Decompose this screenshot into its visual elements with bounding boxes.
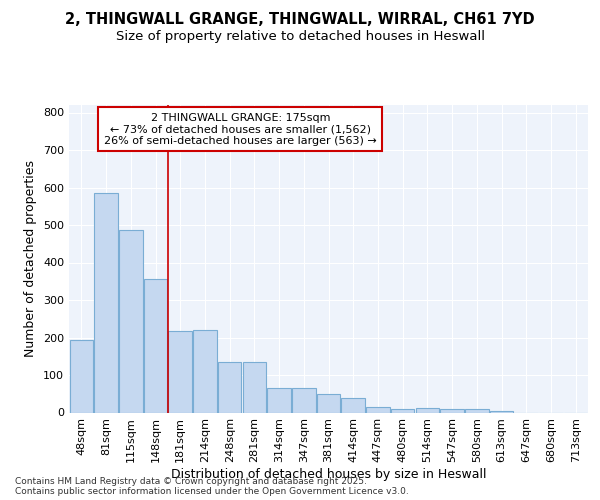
- Bar: [490, 410, 513, 412]
- Bar: [70, 340, 93, 412]
- Bar: [169, 331, 192, 412]
- Bar: [366, 407, 389, 412]
- Bar: [119, 230, 143, 412]
- Bar: [218, 362, 241, 412]
- X-axis label: Distribution of detached houses by size in Heswall: Distribution of detached houses by size …: [171, 468, 486, 481]
- Text: 2, THINGWALL GRANGE, THINGWALL, WIRRAL, CH61 7YD: 2, THINGWALL GRANGE, THINGWALL, WIRRAL, …: [65, 12, 535, 28]
- Text: Contains HM Land Registry data © Crown copyright and database right 2025.
Contai: Contains HM Land Registry data © Crown c…: [15, 476, 409, 496]
- Bar: [94, 193, 118, 412]
- Bar: [268, 388, 291, 412]
- Bar: [341, 398, 365, 412]
- Bar: [465, 409, 488, 412]
- Bar: [292, 388, 316, 412]
- Bar: [242, 362, 266, 412]
- Bar: [391, 409, 415, 412]
- Bar: [416, 408, 439, 412]
- Bar: [440, 409, 464, 412]
- Text: 2 THINGWALL GRANGE: 175sqm
← 73% of detached houses are smaller (1,562)
26% of s: 2 THINGWALL GRANGE: 175sqm ← 73% of deta…: [104, 112, 377, 146]
- Bar: [193, 330, 217, 412]
- Text: Size of property relative to detached houses in Heswall: Size of property relative to detached ho…: [115, 30, 485, 43]
- Bar: [317, 394, 340, 412]
- Bar: [144, 280, 167, 412]
- Y-axis label: Number of detached properties: Number of detached properties: [25, 160, 37, 357]
